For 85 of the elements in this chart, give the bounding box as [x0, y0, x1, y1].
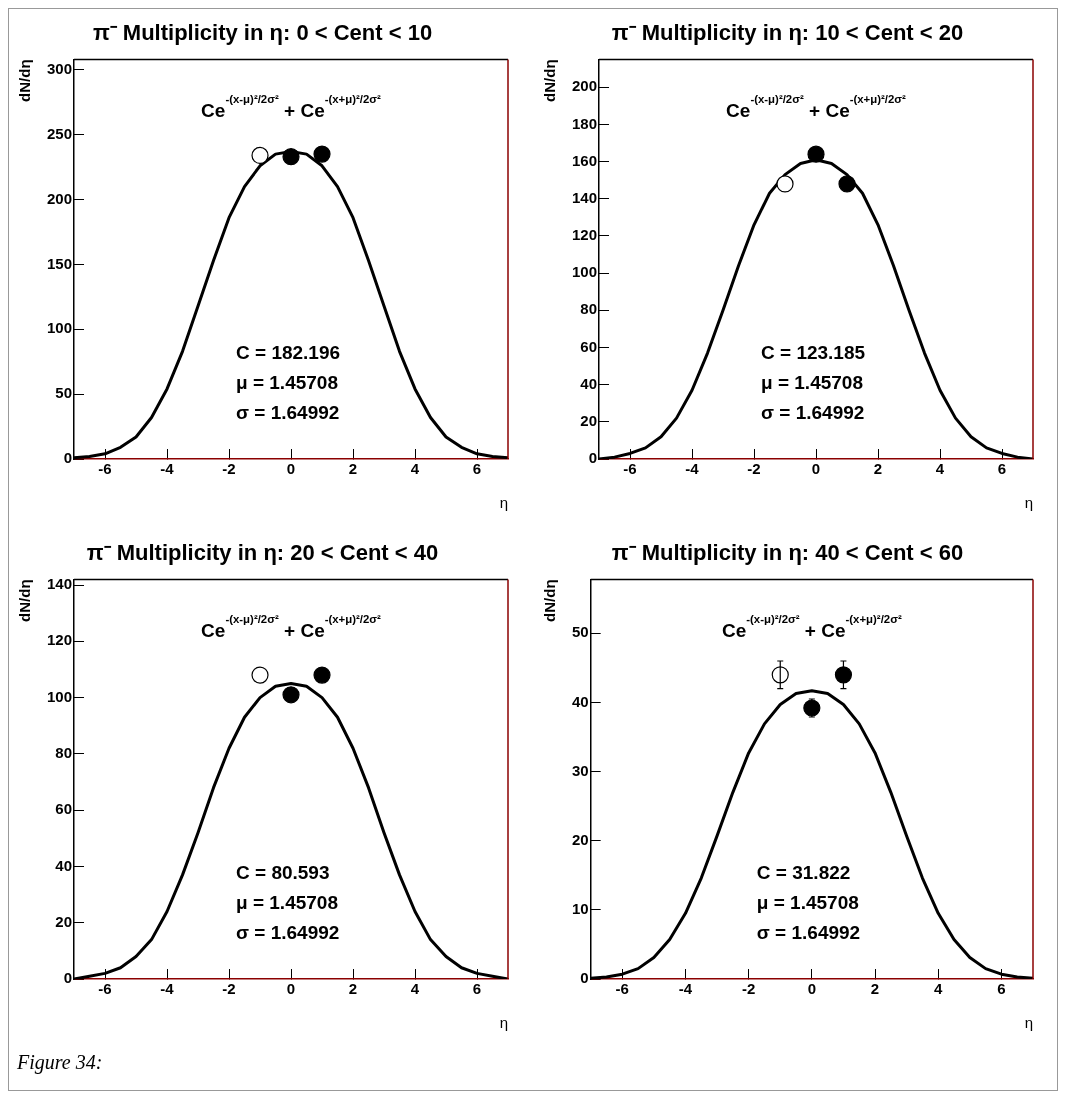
y-tick-label: 0 — [580, 969, 589, 987]
y-tick-label: 150 — [47, 254, 73, 272]
x-tick-label: 4 — [935, 460, 945, 478]
x-tick-label: 6 — [472, 980, 482, 998]
y-tick-label: 120 — [572, 226, 598, 244]
x-tick-label: -4 — [160, 460, 175, 478]
annotation: σ = 1.64992 — [236, 922, 340, 943]
y-tick-label: 50 — [572, 623, 589, 641]
y-axis-title: dN/dη — [16, 59, 34, 102]
y-tick-label: 160 — [572, 151, 598, 169]
annotation: μ = 1.45708 — [761, 372, 863, 393]
x-tick-label: -2 — [222, 460, 236, 478]
y-tick-label: 100 — [47, 687, 73, 705]
y-tick-label: 80 — [580, 300, 598, 318]
y-tick-label: 0 — [63, 449, 73, 467]
x-tick-label: 6 — [997, 980, 1006, 998]
y-tick-label: 100 — [572, 263, 598, 281]
x-tick-label: 2 — [870, 980, 880, 998]
y-tick-label: 20 — [572, 830, 589, 848]
y-tick-label: 60 — [580, 337, 598, 355]
annotation: C = 31.822 — [756, 862, 851, 883]
y-tick-label: 120 — [47, 631, 73, 649]
y-tick-label: 40 — [572, 692, 589, 710]
x-tick-label: 0 — [286, 460, 296, 478]
y-tick-label: 40 — [55, 856, 73, 874]
caption: Figure 34: — [17, 1051, 104, 1074]
annotation: μ = 1.45708 — [236, 372, 338, 393]
y-tick-label: 180 — [572, 114, 598, 132]
annotation: σ = 1.64992 — [761, 402, 865, 423]
chart-title: π⁻ Multiplicity in η: 10 < Cent < 20 — [611, 20, 964, 46]
x-tick-label: 4 — [410, 460, 420, 478]
x-tick-label: 4 — [410, 980, 420, 998]
x-tick-label: -4 — [678, 980, 693, 998]
x-axis-title: η — [499, 1014, 508, 1032]
y-tick-label: 20 — [580, 411, 598, 429]
y-tick-label: 200 — [572, 77, 598, 95]
x-tick-label: 4 — [934, 980, 944, 998]
y-tick-label: 50 — [55, 384, 73, 402]
y-tick-label: 40 — [580, 374, 598, 392]
x-tick-label: 6 — [472, 460, 482, 478]
x-tick-label: -2 — [222, 980, 236, 998]
x-tick-label: 2 — [348, 980, 358, 998]
y-tick-label: 80 — [55, 744, 73, 762]
y-axis-title: dN/dη — [541, 579, 559, 622]
x-tick-label: -6 — [98, 980, 112, 998]
y-tick-label: 0 — [588, 449, 598, 467]
x-axis-title: η — [499, 494, 508, 512]
annotation: σ = 1.64992 — [756, 922, 861, 943]
chart-title: π⁻ Multiplicity in η: 40 < Cent < 60 — [611, 540, 964, 566]
x-tick-label: -6 — [615, 980, 629, 998]
annotation: C = 80.593 — [236, 862, 330, 883]
y-tick-label: 100 — [47, 319, 73, 337]
y-tick-label: 300 — [47, 59, 73, 77]
annotation: μ = 1.45708 — [236, 892, 338, 913]
x-tick-label: 0 — [811, 460, 821, 478]
x-tick-label: -6 — [623, 460, 637, 478]
x-tick-label: 6 — [997, 460, 1007, 478]
y-axis-title: dN/dη — [541, 59, 559, 102]
y-tick-label: 250 — [47, 124, 73, 142]
x-tick-label: 0 — [807, 980, 817, 998]
x-tick-label: -2 — [747, 460, 761, 478]
chart-title: π⁻ Multiplicity in η: 20 < Cent < 40 — [86, 540, 439, 566]
y-tick-label: 60 — [55, 800, 73, 818]
y-tick-label: 140 — [47, 575, 73, 593]
x-axis-title: η — [1024, 1014, 1033, 1032]
x-tick-label: -2 — [741, 980, 756, 998]
x-tick-label: 0 — [286, 980, 296, 998]
annotation: C = 123.185 — [761, 342, 866, 363]
y-tick-label: 140 — [572, 188, 598, 206]
x-axis-title: η — [1024, 494, 1033, 512]
y-tick-label: 30 — [572, 761, 589, 779]
x-tick-label: -4 — [160, 980, 175, 998]
annotation: μ = 1.45708 — [756, 892, 859, 913]
y-tick-label: 20 — [55, 912, 73, 930]
annotation: C = 182.196 — [236, 342, 341, 363]
annotation: σ = 1.64992 — [236, 402, 340, 423]
x-tick-label: 2 — [348, 460, 358, 478]
chart-title: π⁻ Multiplicity in η: 0 < Cent < 10 — [92, 20, 433, 46]
x-tick-label: 2 — [873, 460, 883, 478]
y-axis-title: dN/dη — [16, 579, 34, 622]
x-tick-label: -4 — [685, 460, 700, 478]
y-tick-label: 10 — [572, 900, 589, 918]
x-tick-label: -6 — [98, 460, 112, 478]
y-tick-label: 200 — [47, 189, 73, 207]
y-tick-label: 0 — [63, 969, 73, 987]
